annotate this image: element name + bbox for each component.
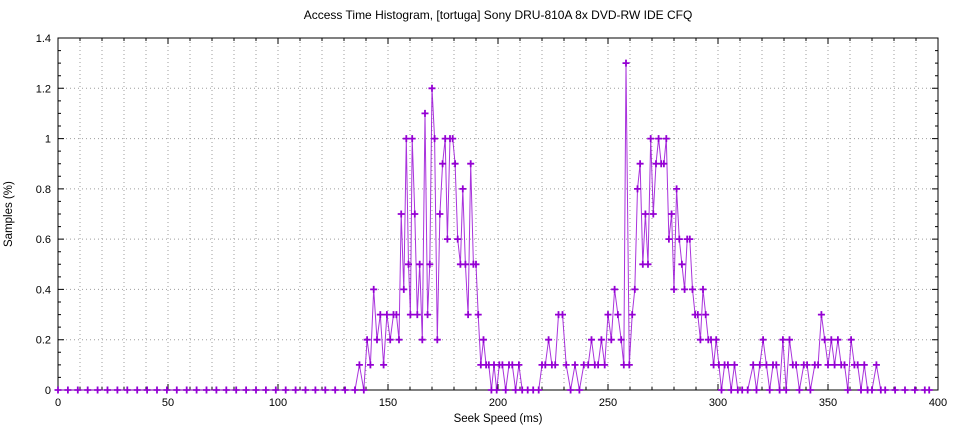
x-tick-label: 150 — [379, 397, 397, 409]
series-markers — [54, 59, 933, 394]
x-tick-label: 200 — [489, 397, 507, 409]
chart-title: Access Time Histogram, [tortuga] Sony DR… — [303, 8, 693, 22]
y-tick-label: 0.4 — [36, 284, 51, 296]
x-tick-label: 50 — [162, 397, 174, 409]
y-tick-label: 0 — [45, 385, 51, 397]
series-line — [58, 63, 930, 391]
y-tick-label: 1.2 — [36, 83, 51, 95]
x-axis-label: Seek Speed (ms) — [453, 413, 543, 425]
grid-lines — [58, 38, 938, 390]
y-tick-label: 1 — [45, 134, 51, 146]
y-tick-label: 0.6 — [36, 234, 51, 246]
y-tick-label: 0.2 — [36, 335, 51, 347]
x-tick-label: 250 — [599, 397, 617, 409]
x-tick-label: 300 — [709, 397, 727, 409]
y-tick-label: 0.8 — [36, 184, 51, 196]
x-tick-label: 100 — [269, 397, 287, 409]
x-tick-label: 0 — [55, 397, 61, 409]
x-tick-label: 400 — [929, 397, 947, 409]
y-tick-label: 1.4 — [36, 33, 51, 45]
x-tick-label: 350 — [819, 397, 837, 409]
